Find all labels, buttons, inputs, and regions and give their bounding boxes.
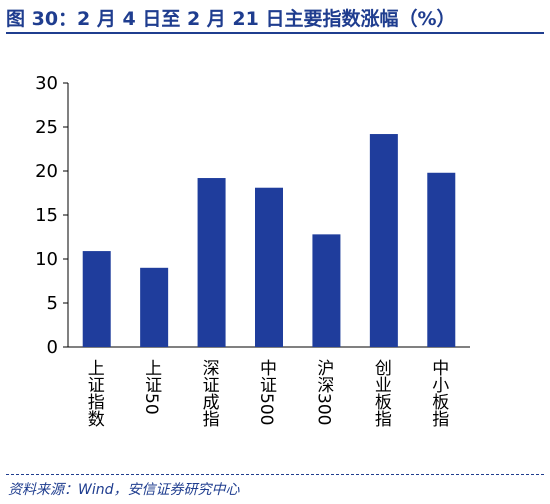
source-note: 资料来源：Wind，安信证券研究中心: [8, 482, 240, 498]
figure-title: 图 30：2 月 4 日至 2 月 21 日主要指数涨幅（%）: [6, 8, 456, 30]
y-tick-label: 20: [35, 161, 58, 182]
x-category-label: 上证指数: [84, 359, 105, 427]
bar: [255, 187, 283, 347]
y-tick-label: 15: [35, 205, 58, 226]
x-category-label: 沪深300: [313, 359, 334, 425]
source-divider: [6, 474, 544, 475]
x-category-label: 创业板指: [371, 359, 392, 428]
y-tick-label: 5: [47, 293, 58, 314]
y-tick-label: 30: [35, 73, 58, 94]
bar-chart-svg: 0 5 10 15 20 25 30 上证指数 上证50 深证成指 中证500 沪深300 创业板指 中小…: [35, 73, 470, 428]
x-category-label: 中证500: [256, 359, 277, 425]
bar: [197, 178, 226, 347]
x-category-label: 深证成指: [199, 359, 220, 428]
x-category-label: 上证50: [141, 359, 162, 415]
bar: [140, 267, 169, 347]
x-category-label: 中小板指: [428, 359, 449, 428]
y-tick-label: 10: [35, 249, 58, 270]
y-tick-label: 0: [47, 337, 58, 358]
bar: [82, 251, 111, 347]
bar: [369, 134, 398, 347]
bar: [312, 234, 341, 347]
bar-chart: 0 5 10 15 20 25 30 上证指数 上证50 深证成指 中证500 沪深300 创业板指 中小…: [0, 40, 550, 470]
title-divider: [6, 32, 544, 34]
y-tick-label: 25: [35, 117, 58, 138]
bar: [427, 172, 456, 347]
